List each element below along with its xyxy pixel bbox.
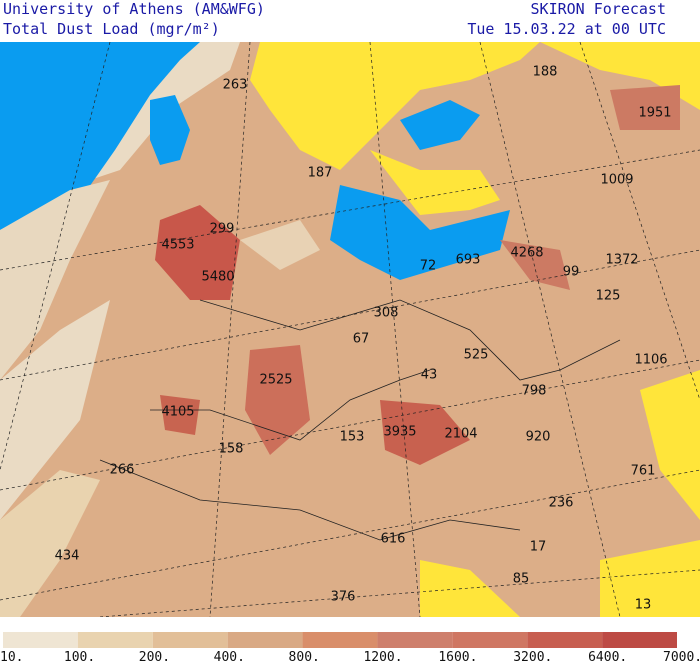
colorbar: 10. 100. 200. 400. 800. 1200. 1600. 3200. 6400. 7… <box>0 632 700 662</box>
map-label: 434 <box>55 549 80 564</box>
colorbar-swatch <box>152 632 228 648</box>
map-label: 43 <box>421 368 438 383</box>
map-label: 4105 <box>161 405 194 420</box>
map-label: 2525 <box>259 373 292 388</box>
map-label: 67 <box>353 332 370 347</box>
colorbar-swatch <box>227 632 303 648</box>
map-label: 761 <box>631 464 656 479</box>
colorbar-label: 10. <box>0 650 23 662</box>
map-label: 153 <box>340 430 365 445</box>
map-label: 125 <box>596 289 621 304</box>
colorbar-label: 1600. <box>438 650 477 662</box>
map-label: 187 <box>308 166 333 181</box>
map <box>0 42 700 617</box>
colorbar-label: 800. <box>289 650 320 662</box>
map-label: 99 <box>563 265 580 280</box>
colorbar-label: 6400. <box>588 650 627 662</box>
colorbar-swatch <box>377 632 453 648</box>
colorbar-label: 400. <box>214 650 245 662</box>
map-label: 4268 <box>510 246 543 261</box>
map-label: 266 <box>110 463 135 478</box>
map-label: 5480 <box>201 270 234 285</box>
map-label: 1009 <box>600 173 633 188</box>
product: Total Dust Load (mgr/m²) <box>3 20 220 38</box>
map-label: 3935 <box>383 425 416 440</box>
colorbar-label: 3200. <box>513 650 552 662</box>
map-label: 188 <box>533 65 558 80</box>
map-label: 13 <box>635 598 652 613</box>
map-label: 17 <box>530 540 547 555</box>
map-label: 85 <box>513 572 530 587</box>
map-label: 236 <box>549 496 574 511</box>
map-label: 525 <box>464 348 489 363</box>
map-label: 616 <box>381 532 406 547</box>
map-label: 376 <box>331 590 356 605</box>
map-label: 1106 <box>634 353 667 368</box>
colorbar-label: 1200. <box>363 650 402 662</box>
map-label: 263 <box>223 78 248 93</box>
map-label: 920 <box>526 430 551 445</box>
colorbar-swatch <box>602 632 677 648</box>
map-label: 1951 <box>638 106 671 121</box>
colorbar-swatch <box>452 632 528 648</box>
map-label: 308 <box>374 306 399 321</box>
colorbar-label: 100. <box>64 650 95 662</box>
institution: University of Athens (AM&WFG) <box>3 0 265 18</box>
map-label: 158 <box>219 442 244 457</box>
model: SKIRON Forecast <box>531 0 666 18</box>
map-label: 798 <box>522 384 547 399</box>
map-label: 299 <box>210 222 235 237</box>
map-label: 2104 <box>444 427 477 442</box>
colorbar-swatch <box>77 632 153 648</box>
colorbar-swatch <box>302 632 378 648</box>
map-label: 4553 <box>161 238 194 253</box>
valid-time: Tue 15.03.22 at 00 UTC <box>467 20 666 38</box>
colorbar-label: 200. <box>139 650 170 662</box>
map-label: 72 <box>420 259 437 274</box>
colorbar-swatch <box>3 632 78 648</box>
map-labels: 188 263 1951 187 1009 299 4553 4268 693 72 99 1372 5… <box>55 65 672 613</box>
map-label: 693 <box>456 253 481 268</box>
map-label: 1372 <box>605 253 638 268</box>
colorbar-swatch <box>527 632 603 648</box>
colorbar-label: 7000. <box>663 650 700 662</box>
